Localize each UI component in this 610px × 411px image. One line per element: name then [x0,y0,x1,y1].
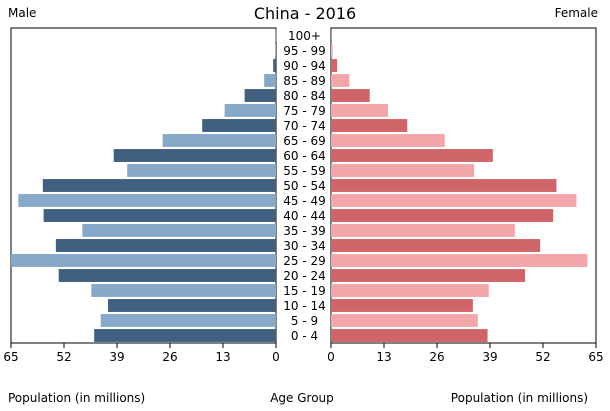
male-bar-90-94 [273,59,276,72]
male-bar-100plus [275,29,277,42]
age-group-label: 5 - 9 [291,314,318,328]
age-group-label: 90 - 94 [283,59,326,73]
male-bar-55-59 [127,164,276,177]
female-tick-label: 13 [376,350,391,364]
male-bar-50-54 [42,179,276,192]
age-group-label: 25 - 29 [283,254,326,268]
female-bar-35-39 [331,224,515,237]
male-tick-label: 65 [3,350,18,364]
female-bar-85-89 [331,74,350,87]
female-tick-label: 26 [429,350,444,364]
male-x-axis-label: Population (in millions) [8,391,145,405]
male-bar-0-4 [94,329,277,342]
age-group-label: 75 - 79 [283,104,326,118]
age-group-label: 100+ [288,29,321,43]
female-bar-0-4 [331,329,488,342]
female-x-axis-label: Population (in millions) [451,391,588,405]
male-tick-label: 39 [109,350,124,364]
female-plot-area [330,27,597,344]
male-x-axis: 0 13 26 39 52 65 [3,343,280,364]
female-bar-90-94 [331,59,338,72]
female-bar-100plus [331,29,332,42]
male-bar-85-89 [264,74,276,87]
female-bar-65-69 [331,134,445,147]
age-group-label: 0 - 4 [291,329,318,343]
age-group-label: 10 - 14 [283,299,326,313]
female-bar-80-84 [331,89,370,102]
female-tick-label: 52 [535,350,550,364]
male-bar-20-24 [58,269,277,282]
age-group-label: 55 - 59 [283,164,326,178]
age-group-axis-label: Age Group [270,391,334,405]
male-bar-30-34 [55,239,276,252]
age-group-label: 20 - 24 [283,269,326,283]
chart-title: China - 2016 [254,4,356,23]
female-tick-label: 65 [588,350,603,364]
female-bar-20-24 [331,269,526,282]
male-tick-label: 13 [215,350,230,364]
male-bar-95-99 [275,44,276,57]
female-bar-15-19 [331,284,489,297]
female-bar-45-49 [331,194,577,207]
female-bar-30-34 [331,239,541,252]
age-group-label: 70 - 74 [283,119,326,133]
male-plot-area [10,27,277,344]
male-bar-65-69 [162,134,276,147]
female-bar-10-14 [331,299,473,312]
male-bar-25-29 [11,254,276,267]
age-group-label: 80 - 84 [283,89,326,103]
female-label: Female [555,6,598,20]
male-label: Male [8,6,36,20]
male-bar-15-19 [91,284,276,297]
age-group-label: 60 - 64 [283,149,326,163]
age-group-label: 15 - 19 [283,284,326,298]
female-bar-40-44 [331,209,554,222]
age-group-label: 95 - 99 [283,44,326,58]
male-tick-label: 52 [56,350,71,364]
age-group-label: 30 - 34 [283,239,326,253]
female-bar-55-59 [331,164,475,177]
age-group-label: 35 - 39 [283,224,326,238]
female-bar-5-9 [331,314,478,327]
male-tick-label: 0 [272,350,280,364]
female-bar-75-79 [331,104,389,117]
male-tick-label: 26 [162,350,177,364]
male-bar-80-84 [244,89,276,102]
male-bar-40-44 [43,209,276,222]
age-group-label: 85 - 89 [283,74,326,88]
female-bar-70-74 [331,119,408,132]
male-bar-70-74 [202,119,276,132]
age-group-label: 65 - 69 [283,134,326,148]
female-bar-95-99 [331,44,333,57]
male-bar-45-49 [18,194,276,207]
age-group-label: 45 - 49 [283,194,326,208]
male-bar-75-79 [224,104,276,117]
female-x-axis: 0 13 26 39 52 65 [327,343,604,364]
female-tick-label: 39 [482,350,497,364]
male-bar-35-39 [82,224,276,237]
female-bar-25-29 [331,254,588,267]
male-bar-5-9 [100,314,276,327]
age-group-label: 40 - 44 [283,209,326,223]
female-tick-label: 0 [327,350,335,364]
male-bar-10-14 [108,299,277,312]
age-group-label: 50 - 54 [283,179,326,193]
male-bar-60-64 [113,149,276,162]
female-bar-50-54 [331,179,557,192]
female-bar-60-64 [331,149,493,162]
